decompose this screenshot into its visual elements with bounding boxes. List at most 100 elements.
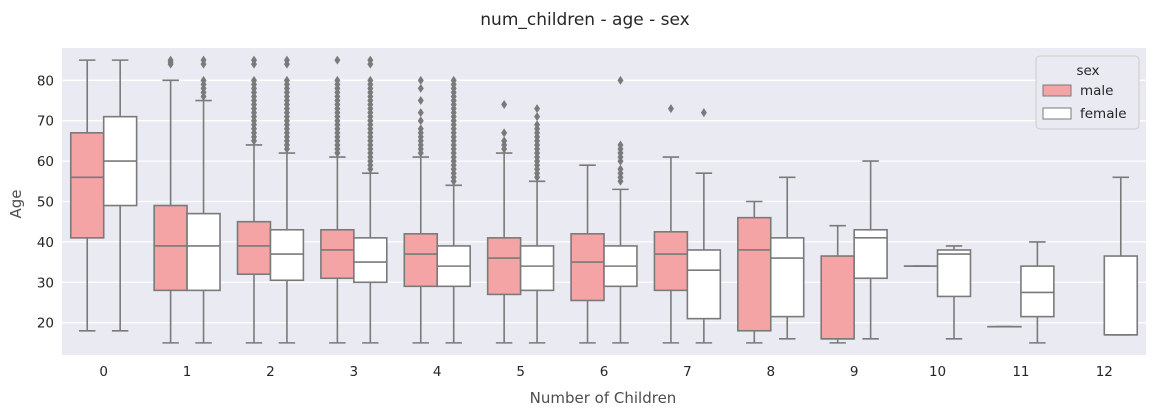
box-body [1103, 255, 1139, 336]
x-axis-label: Number of Children [530, 389, 677, 407]
legend-swatch-male [1042, 84, 1072, 97]
x-tick-label-12: 12 [1096, 364, 1113, 380]
x-axis-ticks: 0 1 2 3 4 5 6 7 8 9 10 11 12 [99, 364, 1113, 380]
box-male-6 [570, 164, 605, 344]
box-male-2 [236, 55, 272, 344]
x-tick-label-9: 9 [850, 364, 859, 380]
x-tick-label-4: 4 [433, 364, 442, 380]
outlier-point-24 [367, 55, 374, 65]
y-axis-label: Age [7, 189, 25, 218]
x-tick-label-0: 0 [99, 364, 108, 380]
outlier-point-22 [367, 75, 374, 85]
box-body [186, 212, 221, 292]
outlier-point-11 [417, 75, 424, 85]
box-body [320, 228, 355, 280]
legend-swatch-female [1042, 107, 1072, 120]
box-body [269, 228, 305, 282]
outlier-point-10 [417, 83, 424, 93]
y-tick-label-40: 40 [37, 235, 54, 251]
box-female-6 [603, 75, 638, 344]
x-tick-label-5: 5 [516, 364, 525, 380]
outlier-point-17 [250, 55, 257, 65]
x-tick-label-3: 3 [350, 364, 359, 380]
outlier-point-9 [417, 96, 424, 106]
legend-label-female: female [1080, 106, 1127, 122]
box-female-9 [853, 160, 888, 340]
box-body [403, 233, 439, 288]
outlier-point-0 [667, 104, 674, 114]
x-tick-label-2: 2 [266, 364, 275, 380]
box-body [353, 237, 388, 284]
box-female-1 [186, 55, 221, 344]
x-tick-label-1: 1 [183, 364, 192, 380]
legend: sex male female [1035, 55, 1140, 130]
x-tick-label-7: 7 [683, 364, 692, 380]
outlier-point-8 [417, 108, 424, 118]
box-body [769, 237, 805, 318]
outlier-point-14 [534, 112, 541, 122]
box-female-7 [686, 108, 722, 344]
box-body [69, 132, 105, 239]
box-female-12 [1103, 176, 1139, 336]
box-body [570, 233, 605, 302]
y-tick-label-60: 60 [37, 154, 54, 170]
legend-title: sex [1076, 63, 1099, 79]
box-male-3 [320, 55, 355, 344]
box-body [686, 249, 722, 320]
box-body [519, 245, 555, 292]
outlier-point-15 [534, 104, 541, 114]
box-body [853, 228, 888, 280]
outlier-point-7 [417, 116, 424, 126]
box-series [69, 55, 1139, 344]
outlier-point-0 [700, 108, 707, 118]
y-tick-label-20: 20 [37, 316, 54, 332]
x-tick-label-8: 8 [766, 364, 775, 380]
legend-label-male: male [1080, 83, 1113, 99]
y-tick-label-80: 80 [37, 73, 54, 89]
box-female-4 [436, 75, 471, 344]
y-tick-label-50: 50 [37, 195, 54, 211]
outlier-point-2 [167, 59, 174, 69]
box-body [236, 220, 272, 276]
outlier-point-25 [450, 75, 457, 85]
outlier-point-6 [417, 124, 424, 134]
box-body [153, 204, 188, 292]
box-female-3 [353, 55, 388, 344]
box-body [820, 255, 855, 340]
outlier-point-13 [534, 120, 541, 130]
y-tick-label-30: 30 [37, 275, 54, 291]
chart-title: num_children - age - sex [480, 10, 689, 30]
outlier-point-6 [200, 55, 207, 65]
box-body [486, 237, 522, 296]
outlier-point-3 [617, 164, 624, 174]
box-male-8 [737, 200, 772, 344]
box-female-8 [769, 176, 805, 340]
box-body [1020, 265, 1055, 318]
outlier-point-8 [617, 140, 624, 150]
y-tick-label-70: 70 [37, 114, 54, 130]
outlier-point-2 [501, 136, 508, 146]
y-axis-ticks: 20 30 40 50 60 70 80 [37, 73, 54, 331]
x-tick-label-11: 11 [1012, 364, 1029, 380]
outlier-point-4 [501, 100, 508, 110]
outlier-point-18 [334, 75, 341, 85]
box-female-5 [519, 104, 555, 344]
x-tick-label-10: 10 [929, 364, 946, 380]
box-female-10 [936, 245, 972, 340]
outlier-point-15 [250, 75, 257, 85]
box-male-1 [153, 55, 188, 344]
outlier-point-19 [334, 55, 341, 65]
outlier-point-3 [501, 128, 508, 138]
box-male-9 [820, 224, 855, 344]
outlier-point-4 [200, 75, 207, 85]
outlier-point-17 [283, 75, 290, 85]
box-female-2 [269, 55, 305, 344]
box-body [653, 230, 689, 292]
box-body [737, 216, 772, 332]
outlier-point-9 [617, 75, 624, 85]
box-body [936, 249, 972, 298]
outlier-point-19 [283, 55, 290, 65]
box-female-11 [1020, 241, 1055, 344]
box-female-0 [102, 59, 138, 332]
